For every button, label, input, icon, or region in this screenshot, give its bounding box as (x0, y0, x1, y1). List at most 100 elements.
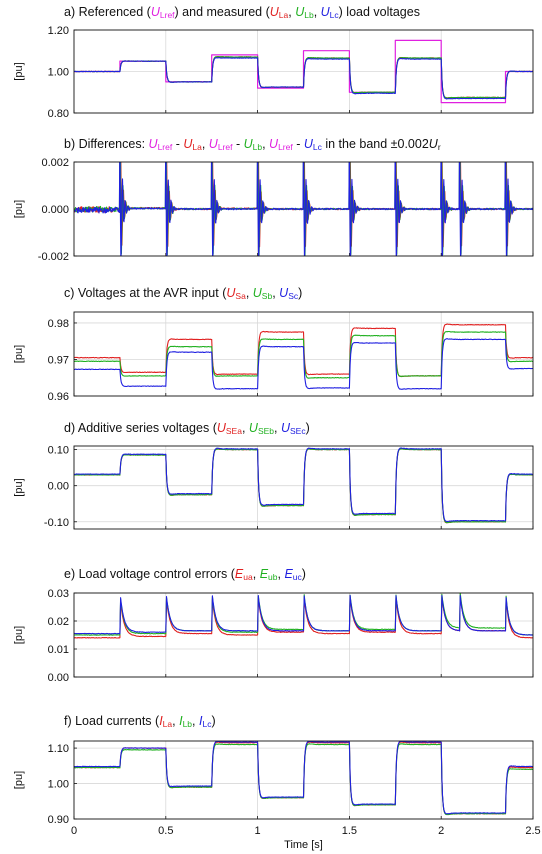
x-tick-label: 1 (255, 825, 261, 837)
title-part: ) (306, 421, 310, 435)
plot-frame (73, 29, 534, 114)
series-group (74, 39, 533, 104)
title-part: U (209, 137, 219, 151)
title-part: , (246, 286, 253, 300)
title-part: E (284, 567, 293, 581)
panel-f-title: f) Load currents (ILa, ILb, ILc) (64, 714, 216, 729)
title-part: Lc (202, 719, 212, 729)
y-tick-label: 0.01 (48, 644, 69, 656)
title-part: Sc (288, 291, 299, 301)
title-part: I (179, 714, 183, 728)
title-part: ) load voltages (339, 5, 420, 19)
title-part: U (183, 137, 193, 151)
title-part: La (279, 10, 289, 20)
title-part: U (429, 137, 439, 151)
title-part: ua (243, 572, 253, 582)
title-part: , (314, 5, 321, 19)
title-part: ) (302, 567, 306, 581)
title-part: U (226, 286, 236, 300)
title-part: - (232, 137, 243, 151)
title-part: , (172, 714, 179, 728)
y-tick-label: 0.90 (48, 814, 69, 826)
title-part: in the band ±0.002 (322, 137, 429, 151)
title-part: , (253, 567, 260, 581)
series-line-d-2 (74, 447, 533, 522)
x-tick-label: 2.5 (525, 825, 540, 837)
series-line-d-1 (74, 448, 533, 524)
title-part: I (199, 714, 203, 728)
title-part: c) Voltages at the AVR input ( (64, 286, 227, 300)
title-part: Lref (158, 142, 173, 152)
y-tick-label: 0.10 (48, 445, 69, 457)
title-part: , (242, 421, 249, 435)
y-axis-label: [pu] (13, 345, 25, 363)
title-part: Lb (304, 10, 314, 20)
title-part: , (192, 714, 199, 728)
panel-d-title: d) Additive series voltages (USEa, USEb,… (64, 421, 310, 436)
series-group (74, 162, 533, 256)
panel-d: d) Additive series voltages (USEa, USEb,… (13, 421, 534, 530)
title-part: ) and measured ( (175, 5, 271, 19)
series-line-a-3 (74, 57, 533, 100)
y-tick-label: 1.00 (48, 67, 69, 79)
y-tick-label: 0.80 (48, 108, 69, 120)
title-part: , (272, 286, 279, 300)
y-tick-label: -0.002 (38, 251, 69, 263)
y-tick-label: 0.000 (41, 204, 69, 216)
y-tick-label: 1.10 (48, 743, 69, 755)
panel-c-title: c) Voltages at the AVR input (USa, USb, … (64, 286, 302, 301)
title-part: d) Additive series voltages ( (64, 421, 218, 435)
title-part: ) (211, 714, 215, 728)
title-part: Lc (313, 142, 323, 152)
title-part: U (270, 5, 280, 19)
plot-frame (73, 161, 534, 257)
title-part: SEa (226, 426, 242, 436)
title-part: , (202, 137, 209, 151)
panel-e: e) Load voltage control errors (Eua, Eub… (13, 567, 534, 684)
x-tick-label: 1.5 (342, 825, 357, 837)
title-part: Lref (278, 142, 293, 152)
y-tick-label: 0.00 (48, 481, 69, 493)
title-part: - (293, 137, 304, 151)
title-part: Lref (160, 10, 175, 20)
title-part: , (274, 421, 281, 435)
title-part: , (278, 567, 285, 581)
panel-b: b) Differences: ULref - ULa, ULref - ULb… (13, 137, 534, 263)
y-tick-label: 0.002 (41, 157, 69, 169)
series-line-b-2 (74, 162, 533, 256)
y-axis-label: [pu] (13, 200, 25, 218)
title-part: U (249, 421, 259, 435)
y-tick-label: 0.03 (48, 588, 69, 600)
y-axis-label: [pu] (13, 771, 25, 789)
y-tick-label: 0.97 (48, 354, 69, 366)
title-part: , (262, 137, 269, 151)
title-part: r (438, 142, 441, 152)
series-line-c-1 (74, 330, 533, 379)
series-group (74, 447, 533, 524)
title-part: e) Load voltage control errors ( (64, 567, 236, 581)
title-part: - (172, 137, 183, 151)
title-part: b) Differences: (64, 137, 149, 151)
title-part: Lb (253, 142, 263, 152)
panel-b-title: b) Differences: ULref - ULa, ULref - ULb… (64, 137, 441, 152)
panel-a-title: a) Referenced (ULref) and measured (ULa,… (64, 5, 420, 20)
y-axis-label: [pu] (13, 626, 25, 644)
title-part: Sa (235, 291, 246, 301)
x-tick-label: 2 (438, 825, 444, 837)
title-part: U (269, 137, 279, 151)
title-part: U (151, 5, 161, 19)
title-part: Lc (330, 10, 340, 20)
y-tick-label: 0.98 (48, 318, 69, 330)
y-tick-label: 0.00 (48, 672, 69, 684)
title-part: SEb (258, 426, 274, 436)
series-line-c-0 (74, 323, 533, 378)
y-axis-label: [pu] (13, 478, 25, 496)
y-axis-label: [pu] (13, 62, 25, 80)
y-tick-label: 1.20 (48, 25, 69, 37)
series-line-c-2 (74, 338, 533, 390)
plot-frame (73, 445, 534, 530)
series-group (74, 323, 533, 390)
x-tick-label: 0.5 (158, 825, 173, 837)
title-part: , (288, 5, 295, 19)
